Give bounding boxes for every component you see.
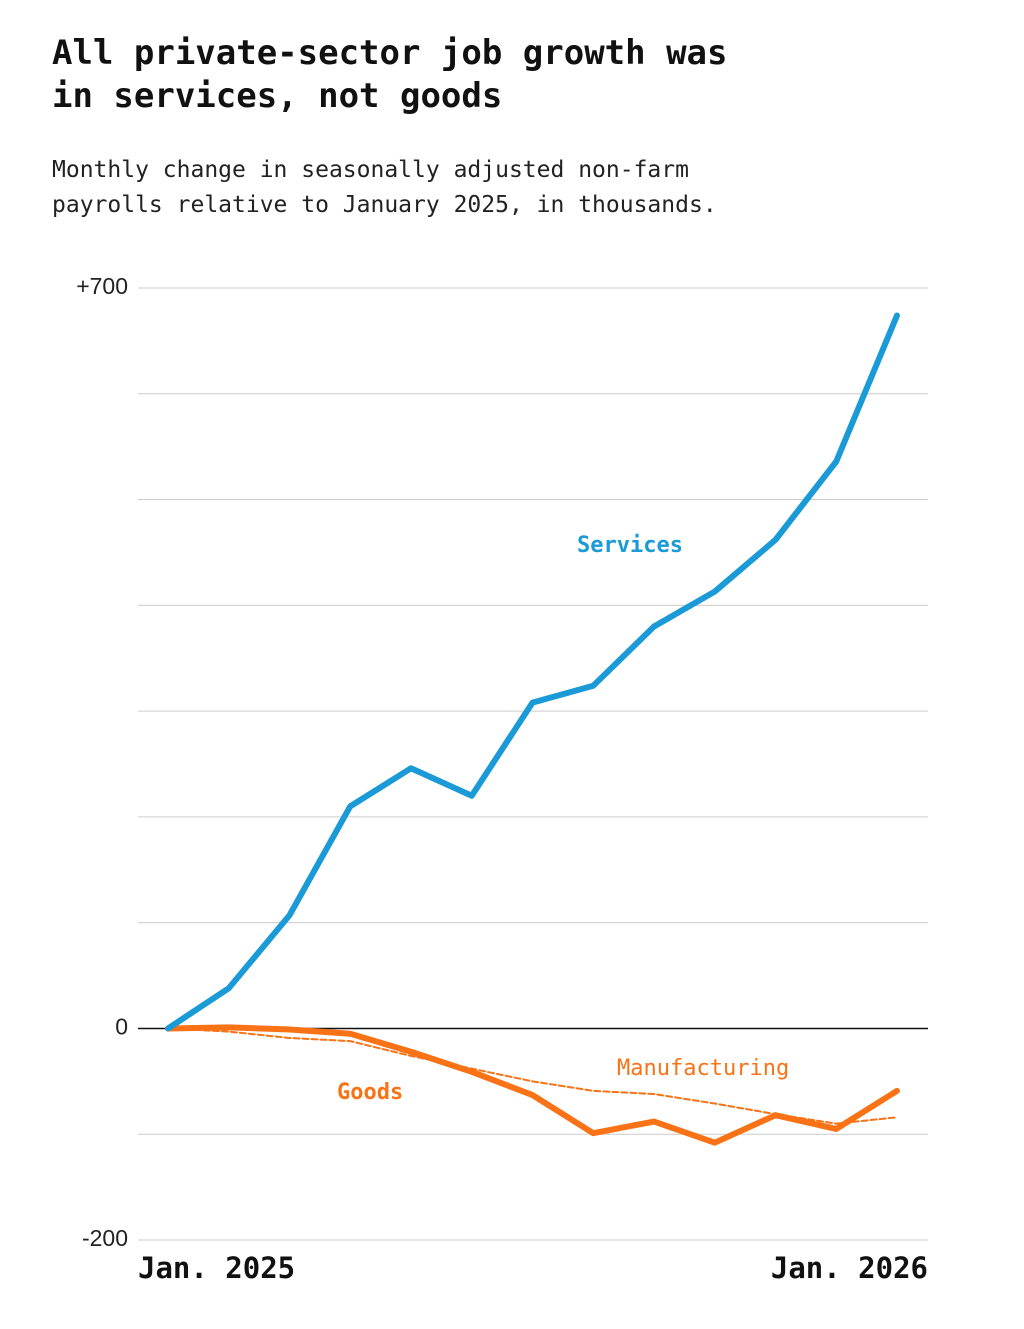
series-label: Goods: [337, 1080, 403, 1105]
subtitle: Monthly change in seasonally adjusted no…: [52, 157, 689, 183]
y-tick-label: 0: [115, 1014, 128, 1040]
series-line: [165, 1024, 900, 1146]
subtitle: payrolls relative to January 2025, in th…: [52, 192, 717, 218]
series-line: [165, 312, 900, 1032]
y-tick-label: -200: [82, 1225, 128, 1251]
chart-title: in services, not goods: [52, 76, 502, 116]
y-tick-label: +700: [76, 273, 128, 299]
chart-title: All private-sector job growth was: [52, 33, 728, 73]
x-tick-label: Jan. 2025: [138, 1251, 295, 1285]
series-label: Services: [577, 533, 683, 558]
series-label: Manufacturing: [617, 1056, 789, 1081]
x-tick-label: Jan. 2026: [771, 1251, 928, 1285]
